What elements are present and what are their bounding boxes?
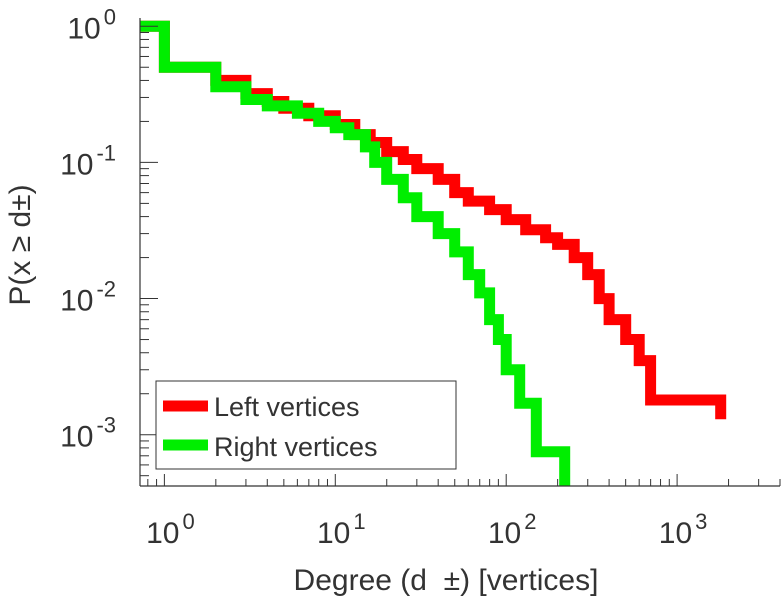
x-tick-label: 10 3 (659, 509, 708, 550)
x-tick-labels: 10 0 10 1 10 2 10 3 (146, 509, 707, 550)
y-axis-label: P(x ≥ d±) (4, 184, 37, 305)
y-tick-label: 10 -1 (60, 140, 116, 181)
y-tick-label: 10 0 (67, 4, 116, 45)
x-axis-ticks (147, 474, 781, 486)
series-layer (140, 20, 727, 486)
x-axis-label: Degree (d ±) [vertices] (294, 564, 599, 597)
y-tick-label: 10 -3 (60, 413, 116, 454)
legend-label-right-vertices: Right vertices (214, 432, 378, 462)
x-tick-label: 10 2 (488, 509, 537, 550)
legend-label-left-vertices: Left vertices (214, 392, 360, 422)
y-tick-label: 10 -2 (60, 277, 116, 318)
x-tick-label: 10 0 (146, 509, 195, 550)
legend[interactable]: Left vertices Right vertices (155, 380, 457, 470)
x-tick-label: 10 1 (317, 509, 366, 550)
y-axis-ticks (140, 25, 158, 477)
legend-box (155, 380, 457, 470)
series-line-right-vertices (140, 20, 571, 486)
plot-area (139, 18, 781, 487)
